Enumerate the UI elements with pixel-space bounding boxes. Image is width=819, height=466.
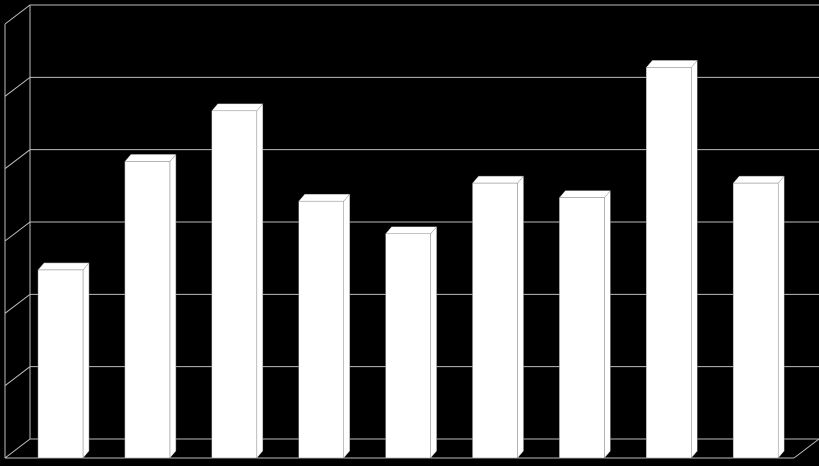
bar bbox=[646, 67, 692, 459]
bar-top bbox=[732, 175, 785, 184]
bar-side bbox=[169, 153, 177, 459]
grid-line bbox=[4, 4, 819, 25]
bar-side bbox=[82, 262, 90, 459]
bar bbox=[211, 110, 258, 459]
bar-top bbox=[385, 226, 438, 235]
bar-side bbox=[691, 59, 698, 459]
bar-top bbox=[645, 60, 698, 68]
grid-line bbox=[4, 293, 819, 314]
bar bbox=[385, 233, 431, 459]
bar-top bbox=[211, 103, 264, 112]
bar bbox=[472, 182, 518, 459]
grid-line bbox=[4, 76, 819, 97]
bar bbox=[559, 197, 605, 459]
bar bbox=[37, 269, 84, 459]
bar-side bbox=[430, 226, 437, 459]
bar-side bbox=[604, 189, 611, 459]
bar bbox=[732, 182, 779, 459]
bar-top bbox=[558, 190, 611, 198]
grid-line bbox=[4, 221, 819, 242]
grid-line bbox=[4, 149, 819, 170]
floor-edge bbox=[793, 438, 819, 459]
bar-top bbox=[124, 154, 177, 162]
bar-side bbox=[343, 193, 350, 459]
bar-top bbox=[37, 262, 90, 271]
bar-side bbox=[517, 175, 524, 459]
bar bbox=[124, 161, 171, 459]
grid-line bbox=[4, 438, 819, 459]
bar bbox=[298, 200, 344, 459]
grid-line bbox=[4, 366, 819, 387]
bar-top bbox=[471, 175, 525, 184]
bar-side bbox=[256, 103, 264, 459]
bar-side bbox=[777, 175, 785, 459]
bar-top bbox=[298, 193, 351, 202]
